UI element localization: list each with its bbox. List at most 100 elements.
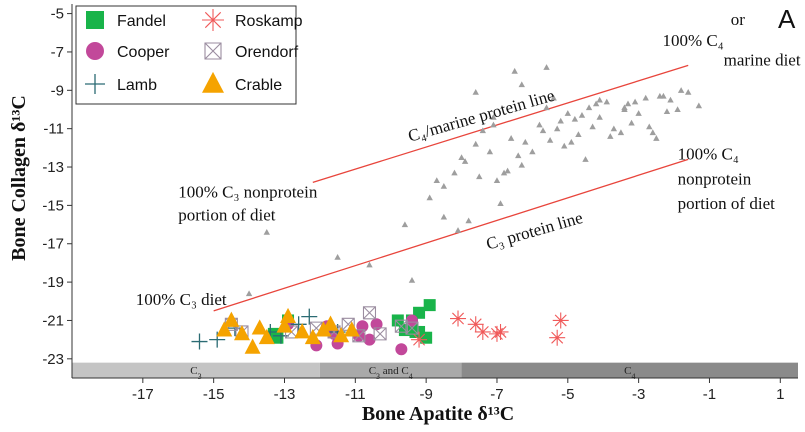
point-cooper-10 (405, 314, 418, 327)
point-other-22 (617, 129, 625, 136)
point-other-31 (561, 142, 568, 149)
point-orendorf-10 (405, 321, 419, 335)
point-other-42 (486, 148, 494, 155)
annotation-10: 100% C₃ diet (136, 290, 227, 309)
y-tick-label-6: -17 (42, 236, 64, 253)
point-crable-9 (304, 328, 321, 345)
point-other-30 (550, 94, 557, 101)
point-roskamp-0 (450, 310, 467, 327)
point-other-15 (695, 102, 703, 109)
point-other-62 (263, 229, 270, 235)
protein-lines (213, 64, 689, 312)
protein-line-0 (312, 64, 689, 183)
point-other-48 (515, 152, 522, 159)
point-other-34 (592, 100, 600, 107)
point-crable-0 (216, 321, 233, 337)
point-other-16 (543, 104, 550, 111)
point-other-72 (621, 104, 628, 111)
legend-label-crable: Crable (235, 77, 282, 94)
legend-item-roskamp: Roskamp (202, 9, 303, 31)
x-tick-label-5: -7 (490, 386, 503, 403)
y-tick-label-8: -21 (42, 312, 64, 329)
point-other-68 (490, 121, 497, 128)
point-crable-3 (244, 338, 261, 354)
point-other-46 (479, 127, 487, 134)
point-other-54 (522, 138, 529, 145)
legend-label-orendorf: Orendorf (235, 44, 299, 61)
point-roskamp-5 (549, 329, 566, 346)
point-fandel-10 (423, 299, 436, 312)
point-other-52 (440, 183, 448, 189)
point-crable-7 (280, 307, 297, 324)
point-roskamp-7 (411, 331, 428, 348)
point-fandel-9 (420, 331, 433, 344)
annotation-8: nonprotein (678, 169, 752, 188)
y-tick-label-2: -9 (51, 82, 64, 99)
y-tick-label-9: -23 (42, 351, 64, 368)
y-tick-label-0: -5 (51, 6, 64, 23)
band-0 (72, 362, 320, 378)
point-other-19 (578, 112, 586, 118)
annotation-4: marine diet (724, 50, 801, 69)
annotation-9: portion of diet (678, 194, 776, 213)
point-other-27 (677, 87, 685, 93)
annotation-0: C₄/marine protein line (406, 86, 557, 146)
point-other-33 (582, 156, 589, 162)
legend-label-cooper: Cooper (117, 44, 170, 61)
y-axis-title: Bone Collagen δ¹³C (8, 95, 30, 261)
protein-line-1 (213, 158, 689, 312)
y-tick-label-7: -19 (42, 274, 64, 291)
annotation-1: C₃ protein line (484, 208, 585, 254)
point-crable-10 (315, 321, 332, 337)
point-other-3 (564, 110, 572, 116)
point-other-14 (685, 89, 692, 95)
legend-label-lamb: Lamb (117, 77, 157, 94)
point-other-32 (571, 115, 579, 122)
point-crable-1 (223, 311, 240, 327)
legend-item-orendorf: Orendorf (204, 42, 299, 61)
point-other-58 (465, 217, 472, 224)
legend-marker-cooper (86, 42, 104, 60)
point-other-18 (568, 138, 575, 145)
point-other-59 (476, 173, 483, 180)
point-other-28 (529, 148, 536, 155)
point-other-74 (518, 81, 525, 88)
point-other-56 (401, 221, 409, 228)
point-other-29 (539, 127, 547, 134)
point-crable-2 (233, 325, 250, 341)
point-other-64 (366, 261, 373, 268)
point-other-12 (667, 96, 674, 103)
point-other-53 (493, 177, 501, 184)
series-roskamp (411, 310, 569, 348)
annotation-3: or (731, 10, 746, 29)
point-cooper-6 (356, 320, 369, 333)
point-other-13 (674, 106, 681, 113)
point-orendorf-8 (373, 327, 387, 341)
x-tick-label-4: -9 (419, 386, 432, 403)
point-other-70 (543, 64, 550, 70)
point-other-17 (553, 125, 561, 132)
x-tick-label-6: -5 (561, 386, 574, 403)
legend-item-cooper: Cooper (86, 42, 170, 61)
point-roskamp-4 (492, 323, 509, 340)
point-other-4 (575, 131, 582, 137)
point-crable-8 (294, 323, 311, 339)
legend-item-crable: Crable (202, 71, 282, 94)
x-tick-label-0: -17 (132, 386, 154, 403)
legend-box (75, 5, 297, 105)
diet-bands: C3 C3 and C4 C4 (72, 362, 798, 381)
data-points (191, 64, 703, 356)
point-crable-13 (343, 321, 360, 337)
point-other-21 (603, 98, 610, 105)
y-tick-label-5: -15 (42, 197, 64, 214)
point-other-35 (607, 133, 614, 139)
point-other-45 (461, 158, 469, 164)
point-other-61 (245, 290, 253, 297)
x-tick-label-7: -3 (632, 386, 645, 403)
point-other-51 (458, 154, 465, 160)
point-other-5 (585, 104, 593, 111)
point-other-7 (610, 125, 618, 132)
point-roskamp-3 (488, 325, 505, 342)
point-other-25 (653, 135, 660, 141)
legend-marker-roskamp (202, 9, 224, 31)
